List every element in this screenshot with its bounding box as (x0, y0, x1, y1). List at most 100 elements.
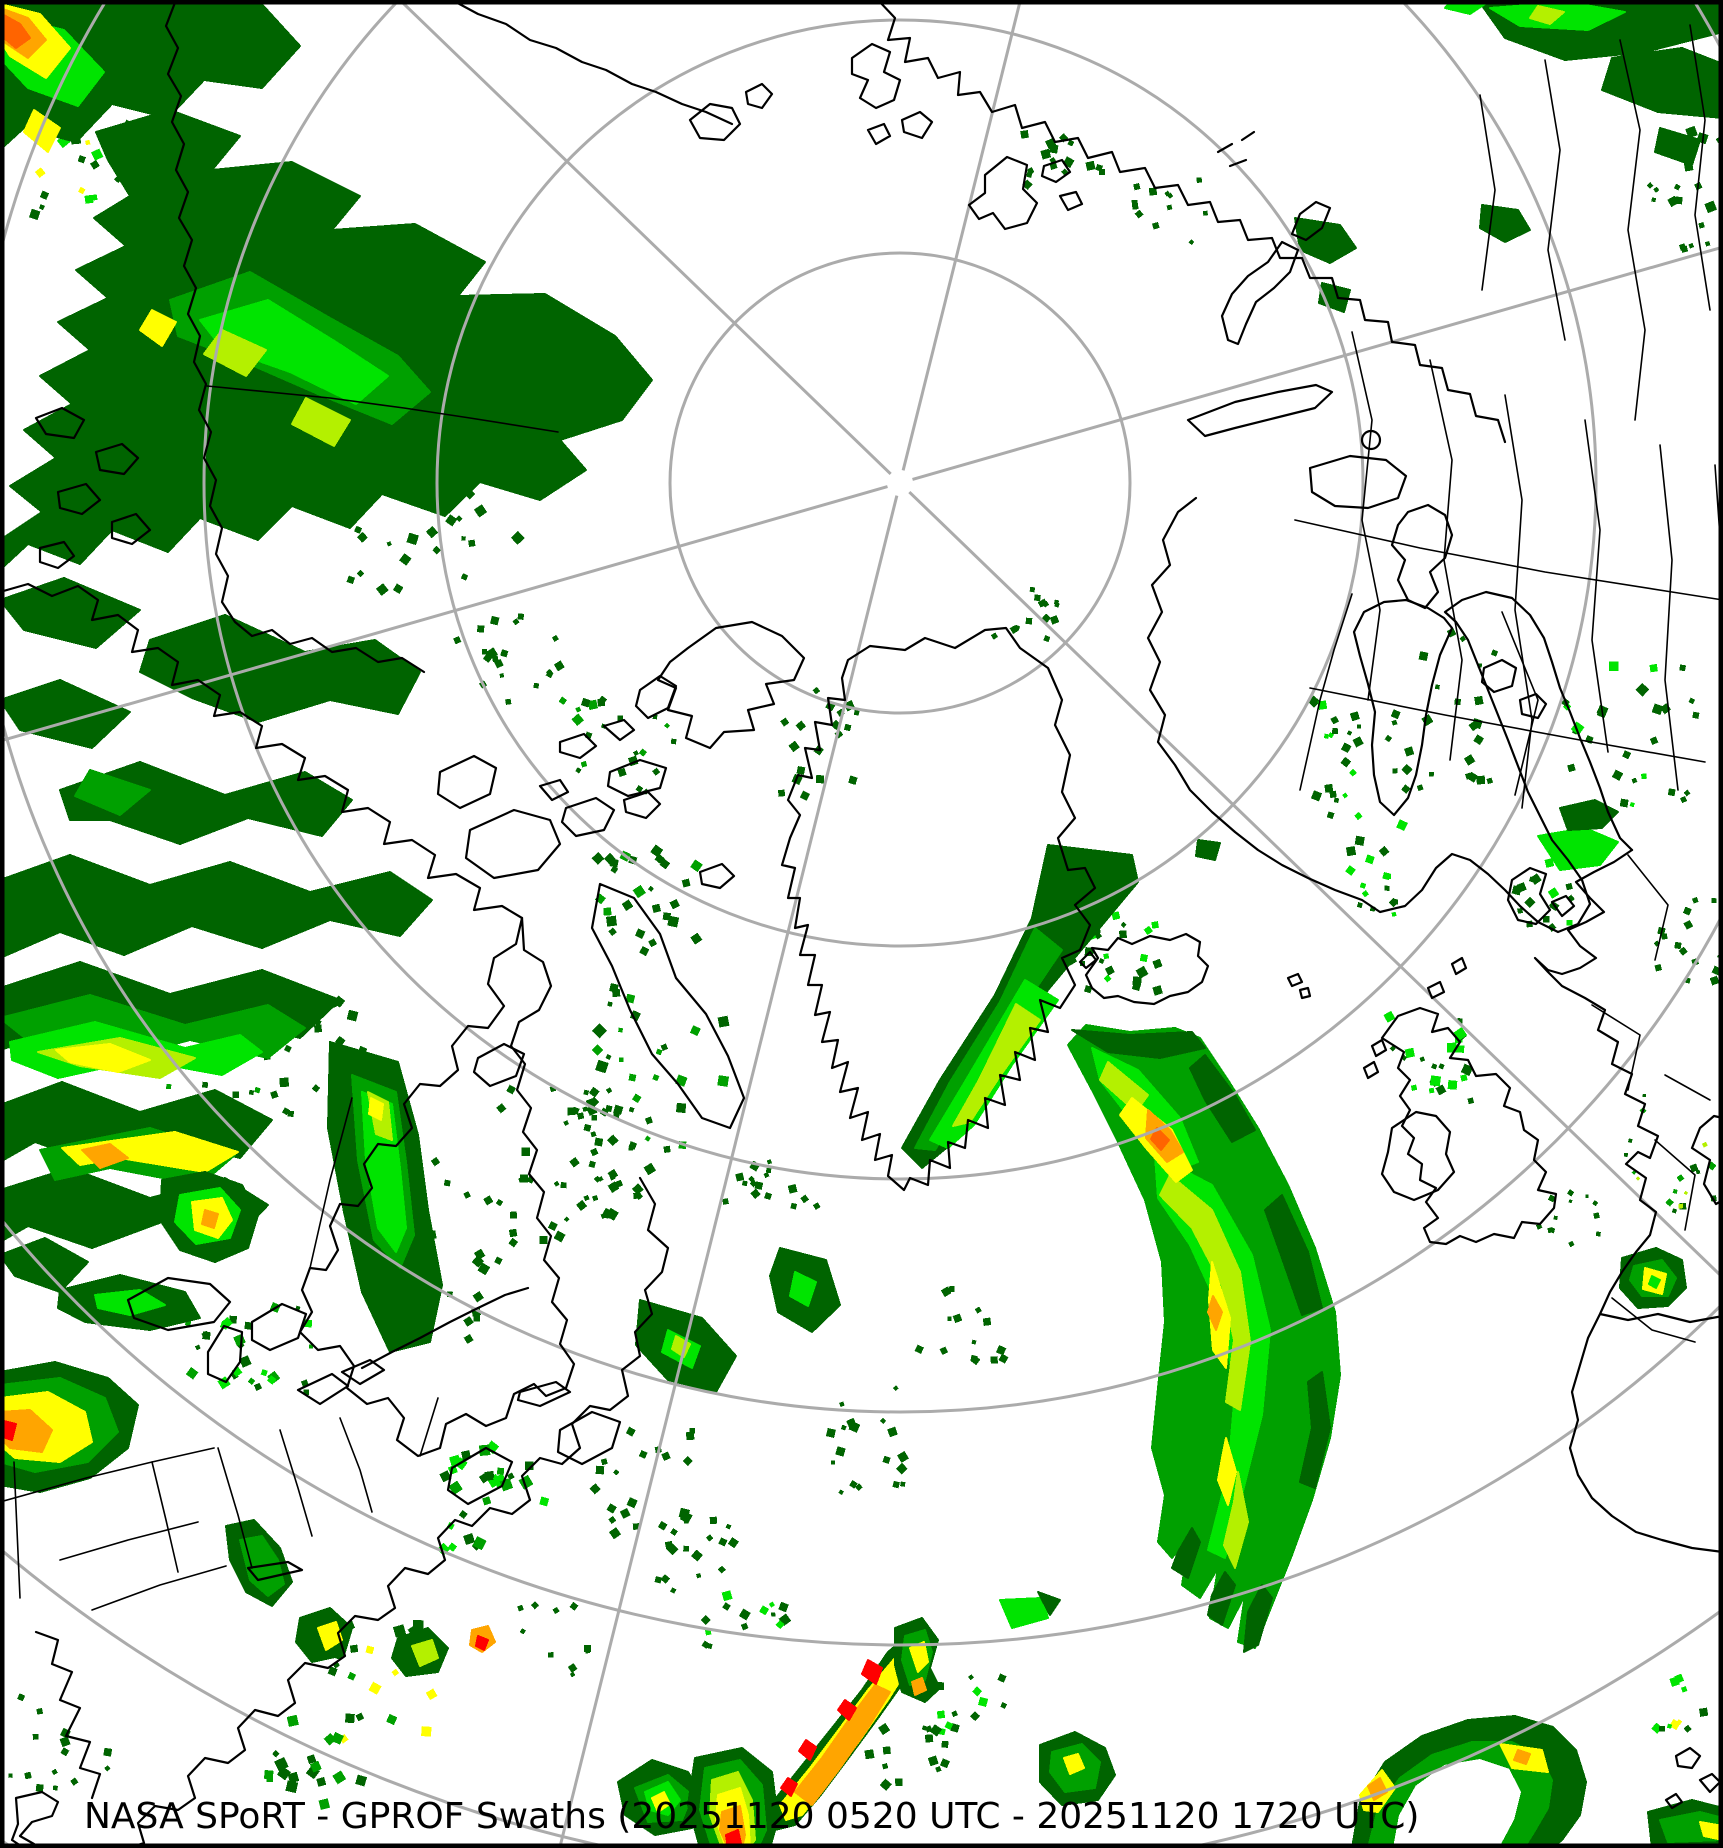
precip-cell (936, 1710, 946, 1719)
precip-cell (1474, 695, 1484, 706)
graticule-latitude-circle (0, 1215, 1723, 1647)
precip-cell (567, 1663, 578, 1673)
precip-cell (287, 1771, 300, 1784)
precip-region (861, 1659, 883, 1685)
precip-region (201, 1209, 219, 1229)
precip-cell (567, 1107, 576, 1116)
precip-cell (603, 852, 616, 865)
precip-cell (1635, 1176, 1641, 1181)
precip-region (0, 679, 131, 749)
precip-cell (1438, 1063, 1445, 1070)
precip-cell (500, 649, 509, 658)
precip-cell (595, 1059, 609, 1074)
precip-cell (482, 653, 493, 663)
precip-cell (477, 625, 485, 633)
precip-cell (1356, 724, 1362, 729)
precip-cell (968, 1674, 974, 1681)
precip-cell (91, 148, 104, 161)
precip-region (999, 1597, 1049, 1629)
precip-cell (583, 1644, 592, 1652)
precip-cell (605, 1087, 613, 1094)
precip-cell (1683, 919, 1694, 930)
precip-cell (780, 717, 790, 727)
coastline-hebrides-shetland (1362, 956, 1468, 1080)
precip-cell (1649, 736, 1659, 745)
precip-cell (575, 767, 582, 774)
precip-cell (606, 1503, 617, 1514)
precip-cell (588, 1086, 600, 1098)
precip-cell (681, 878, 691, 888)
precip-cell (939, 1758, 950, 1769)
precip-cell (800, 1194, 810, 1204)
precip-cell (1544, 858, 1555, 868)
precip-cell (1067, 139, 1075, 147)
precip-cell (944, 1721, 954, 1730)
precip-cell (346, 1009, 359, 1022)
precip-cell (812, 1202, 821, 1210)
precip-cell (727, 1537, 739, 1549)
precip-cell (1049, 615, 1060, 625)
precip-cell (1009, 624, 1019, 634)
precip-region (1223, 1471, 1249, 1569)
coastline-st-lawrence (360, 1286, 530, 1370)
precip-cell (644, 1116, 653, 1125)
precip-cell (1567, 763, 1576, 773)
precip-cell (267, 1375, 277, 1385)
precip-cell (648, 938, 658, 948)
precip-cell (664, 722, 670, 729)
precip-cell (840, 1424, 847, 1431)
precip-cell (881, 1763, 889, 1770)
border-russia-nw-3 (1689, 24, 1711, 311)
precip-cell (496, 1103, 507, 1114)
precip-cell (510, 530, 525, 545)
precip-cell (1486, 777, 1494, 785)
precip-cell (447, 1542, 458, 1552)
precip-region (1150, 1127, 1170, 1151)
precip-cell (1566, 919, 1573, 926)
precip-cell (460, 573, 469, 581)
precip-cell (399, 553, 412, 566)
precip-cell (36, 1707, 44, 1715)
coastline-ladoga-onega (1480, 658, 1548, 720)
border-russia-3 (1504, 394, 1533, 809)
precip-region (55, 1043, 151, 1073)
precip-cell (1404, 1047, 1415, 1059)
precip-cell (941, 1740, 949, 1748)
precip-cell (588, 1096, 600, 1108)
precip-cell (689, 1428, 695, 1434)
precip-cell (619, 1057, 624, 1063)
precip-cell (1568, 1240, 1575, 1248)
precip-region (1699, 1821, 1723, 1841)
graticule-meridian-ray (912, 245, 1723, 481)
precip-cell (1152, 985, 1163, 996)
precip-cell (1085, 160, 1096, 171)
precip-cell (844, 723, 852, 732)
precip-cell (391, 1668, 400, 1677)
precip-cell (838, 1489, 844, 1495)
precip-cell (1642, 1093, 1647, 1098)
precip-cell (635, 785, 644, 793)
precip-cell (1535, 1223, 1543, 1230)
precip-cell (506, 1084, 516, 1095)
precip-cell (34, 167, 46, 178)
precip-cell (709, 1516, 718, 1525)
precip-cell (643, 1162, 657, 1176)
precip-cell (950, 1723, 960, 1733)
precip-cell (1020, 130, 1029, 139)
precip-cell (478, 1444, 491, 1456)
precip-cell (997, 1673, 1007, 1683)
precip-cell (569, 1601, 579, 1611)
precip-cell (879, 1417, 887, 1425)
precip-cell (690, 859, 703, 873)
precip-cell (670, 738, 677, 745)
precip-cell (970, 1711, 981, 1722)
precip-cell (654, 1576, 662, 1584)
precip-cell (508, 1237, 519, 1248)
precip-cell (631, 1093, 642, 1104)
precip-cell (1640, 773, 1647, 780)
precip-cell (1391, 719, 1398, 726)
precip-cell (1418, 651, 1429, 662)
precip-cell (563, 1120, 570, 1126)
